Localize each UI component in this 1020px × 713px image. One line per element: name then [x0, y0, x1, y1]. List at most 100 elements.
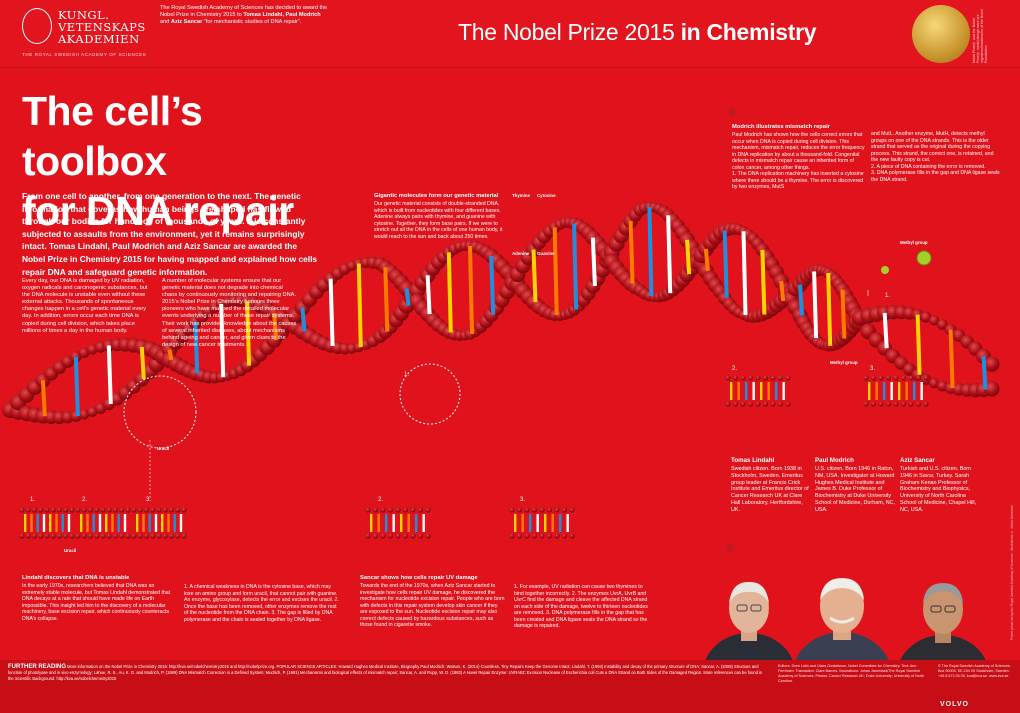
repair-strand-bead: [770, 401, 776, 407]
laureate-name: Tomas Lindahl: [731, 457, 775, 464]
repair-strand-base: [30, 514, 33, 532]
laureate-modrich: Paul Modrich U.S. citizen. Born 1946 in …: [815, 457, 895, 514]
repair-strand-bead: [106, 507, 112, 513]
label-adenine: Adenine: [512, 251, 530, 256]
methyl-group-icon: [916, 250, 932, 266]
dna-base-pair: [73, 356, 80, 417]
repair-strand-bead: [94, 533, 100, 539]
repair-strand-bead: [156, 507, 162, 513]
further-reading: FURTHER READING More information on the …: [8, 664, 768, 683]
dna-base-pair: [245, 301, 252, 366]
repair-strand-base: [111, 514, 114, 532]
prize-title-bold: in Chemistry: [680, 19, 817, 45]
repair-strand-base: [36, 514, 39, 532]
header-band: KUNGL. VETENSKAPS AKADEMIEN THE ROYAL SW…: [0, 0, 1020, 68]
dna-base-pair: [468, 245, 474, 335]
dna-backbone-bead: [929, 378, 940, 389]
further-reading-text[interactable]: More information on the Nobel Prize in C…: [8, 664, 763, 682]
repair-strand-base: [173, 514, 176, 532]
repair-strand-base: [521, 514, 524, 532]
photo-lindahl: [702, 571, 796, 660]
repair-strand-bead: [870, 401, 877, 407]
repair-strand-base: [370, 514, 373, 532]
dna-base-pair: [139, 346, 146, 380]
sancar-col1: Towards the end of the 1970s, when Aziz …: [360, 583, 505, 628]
dna-base-pair: [106, 345, 113, 405]
repair-strand-base: [767, 382, 770, 400]
repair-strand-base: [890, 382, 893, 400]
repair-strand-bead: [50, 533, 56, 539]
gigantic-title: Gigantic molecules form our genetic mate…: [374, 193, 499, 199]
repair-strand-bead: [119, 533, 125, 539]
repair-strand-bead: [69, 533, 75, 539]
repair-strand-bead: [56, 507, 63, 513]
repair-strand-bead: [137, 533, 143, 539]
dna-base-pair: [760, 249, 767, 315]
dna-base-pair: [628, 220, 635, 284]
dna-base-pair: [590, 237, 597, 287]
dna-base-pair: [552, 227, 559, 316]
lindahl-title: Lindahl discovers that DNA is unstable: [22, 575, 130, 581]
repair-strand-base: [760, 382, 763, 400]
repair-strand-bead: [785, 401, 791, 407]
lindahl-block: Lindahl discovers that DNA is unstable I…: [22, 575, 177, 622]
repair-strand-bead: [785, 375, 791, 381]
dna-base-pair: [425, 275, 432, 315]
repair-strand-base: [730, 382, 733, 400]
repair-strand-bead: [725, 401, 731, 407]
dna-base-pair: [272, 312, 279, 341]
repair-strand-bead: [509, 507, 515, 513]
laureate-sancar: Aziz Sancar Turkish and U.S. citizen. Bo…: [900, 457, 982, 514]
footer: FURTHER READING More information on the …: [0, 660, 1020, 713]
repair-strand-base: [179, 514, 183, 532]
announcement: The Royal Swedish Academy of Sciences ha…: [160, 5, 330, 26]
repair-strand-bead: [402, 533, 409, 539]
repair-strand-base: [67, 514, 71, 532]
sancar-title: Sancar shows how cells repair UV damage: [360, 575, 478, 581]
repair-strand-bead: [81, 533, 87, 539]
repair-strand-bead: [410, 507, 416, 513]
sancar-col2: 1. For example, UV radiation can cause t…: [514, 584, 648, 629]
dna-base-pair: [446, 252, 453, 333]
repair-strand-bead: [100, 507, 106, 513]
org-line-1: KUNGL.: [58, 8, 110, 22]
repair-strand-bead: [539, 507, 545, 513]
repair-strand-base: [529, 514, 532, 532]
repair-strand-base: [868, 382, 871, 400]
repair-step-strips: [19, 375, 929, 539]
medal-icon: [912, 5, 970, 63]
dna-base-pair: [812, 271, 819, 339]
repair-strand-bead: [908, 401, 914, 407]
decor-dot: [728, 108, 736, 116]
lindahl-block-2: 1. A chemical weakness in DNA is the cyt…: [184, 584, 340, 623]
dna-base-pair: [722, 230, 729, 299]
repair-strand-bead: [863, 401, 869, 407]
repair-strand-bead: [156, 533, 162, 539]
repair-strand-bead: [531, 507, 538, 513]
repair-strand-bead: [365, 507, 371, 513]
sancar-step-num-3: 3.: [520, 497, 526, 503]
sancar-block: Sancar shows how cells repair UV damage …: [360, 575, 505, 629]
repair-strand-bead: [755, 375, 761, 381]
repair-strand-bead: [870, 375, 877, 381]
repair-strand-bead: [908, 375, 914, 381]
repair-strand-bead: [878, 375, 884, 381]
announce-text-2: "for mechanistic studies of DNA repair".: [203, 19, 302, 25]
repair-strand-bead: [137, 507, 143, 513]
repair-strand-base: [514, 514, 517, 532]
repair-strand-bead: [762, 401, 769, 407]
prize-title-normal: The Nobel Prize 2015: [458, 19, 675, 45]
dna-base-pair: [826, 272, 833, 346]
repair-strand-bead: [69, 507, 75, 513]
repair-strand-bead: [509, 533, 515, 539]
academy-name: KUNGL. VETENSKAPS AKADEMIEN: [58, 9, 146, 45]
repair-strand-base: [407, 514, 410, 532]
academy-contact[interactable]: © The Royal Swedish Academy of Sciences.…: [938, 664, 1011, 678]
repair-strand-bead: [63, 507, 69, 513]
label-uracil-2: Uracil: [64, 548, 77, 553]
repair-strand-bead: [893, 375, 899, 381]
dna-illustration: [2, 108, 1000, 552]
repair-strand-bead: [38, 533, 44, 539]
academy-logo[interactable]: KUNGL. VETENSKAPS AKADEMIEN THE ROYAL SW…: [22, 8, 157, 60]
dna-base-pair: [779, 280, 786, 302]
